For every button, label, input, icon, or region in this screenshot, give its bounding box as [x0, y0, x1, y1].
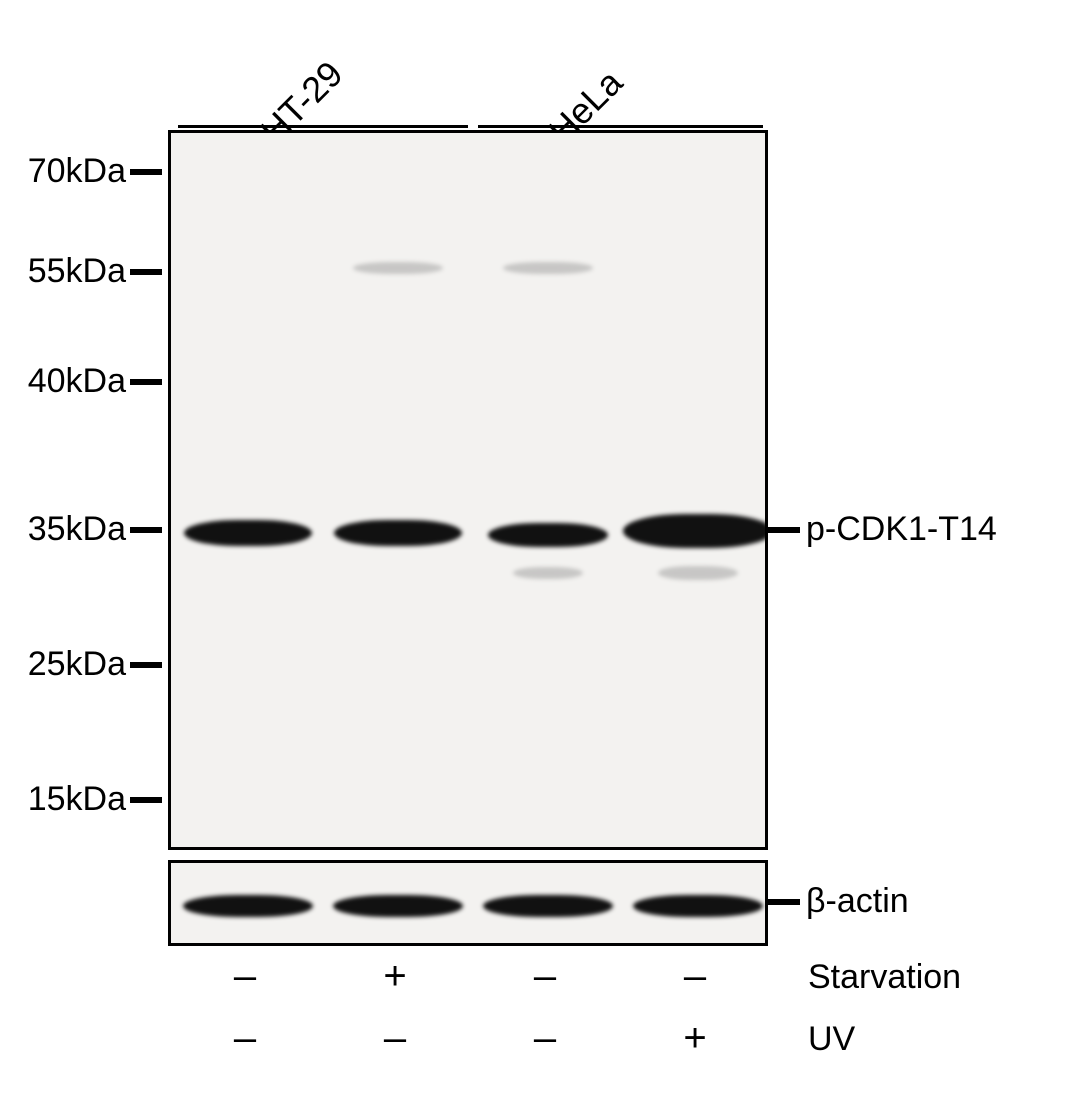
main-blot-panel [168, 130, 768, 850]
protein-band [503, 262, 593, 274]
mw-marker-tick [130, 379, 162, 385]
mw-marker: 25kDa [6, 645, 162, 684]
mw-marker: 70kDa [6, 152, 162, 191]
protein-band [184, 520, 312, 546]
mw-marker-tick [130, 662, 162, 668]
condition-label: Starvation [808, 958, 961, 997]
target-label: p-CDK1-T14 [768, 510, 997, 549]
mw-marker: 15kDa [6, 780, 162, 819]
condition-symbol: + [375, 954, 415, 999]
condition-symbol: – [225, 1016, 265, 1061]
main-blot-inner [171, 133, 765, 847]
mw-marker-label: 25kDa [6, 645, 126, 684]
condition-symbol: – [525, 954, 565, 999]
protein-band [353, 262, 443, 274]
mw-marker-tick [130, 527, 162, 533]
condition-symbol: – [225, 954, 265, 999]
condition-symbol: – [675, 954, 715, 999]
cell-line-group-bar [178, 125, 468, 128]
actin-band [183, 895, 313, 917]
condition-symbol: – [525, 1016, 565, 1061]
mw-marker-tick [130, 169, 162, 175]
actin-blot-panel [168, 860, 768, 946]
mw-marker-label: 35kDa [6, 510, 126, 549]
actin-band [633, 895, 763, 917]
condition-symbol: + [675, 1016, 715, 1061]
mw-marker-tick [130, 797, 162, 803]
actin-band [483, 895, 613, 917]
target-label: β-actin [768, 882, 909, 921]
actin-blot-inner [171, 863, 765, 943]
actin-band [333, 895, 463, 917]
mw-marker-tick [130, 269, 162, 275]
protein-band [334, 520, 462, 546]
condition-label: UV [808, 1020, 855, 1059]
mw-marker-label: 55kDa [6, 252, 126, 291]
protein-band [658, 566, 738, 580]
mw-marker: 40kDa [6, 362, 162, 401]
mw-marker-label: 15kDa [6, 780, 126, 819]
mw-marker: 35kDa [6, 510, 162, 549]
mw-marker-label: 70kDa [6, 152, 126, 191]
mw-marker-label: 40kDa [6, 362, 126, 401]
target-tick [768, 899, 800, 905]
mw-marker: 55kDa [6, 252, 162, 291]
protein-band [623, 514, 768, 548]
target-label-text: p-CDK1-T14 [806, 510, 997, 549]
target-tick [768, 527, 800, 533]
protein-band [513, 567, 583, 579]
target-label-text: β-actin [806, 882, 909, 921]
cell-line-group-bar [478, 125, 763, 128]
western-blot-figure: HT-29HeLa70kDa55kDa40kDa35kDa25kDa15kDap… [0, 0, 1080, 1093]
condition-symbol: – [375, 1016, 415, 1061]
protein-band [488, 523, 608, 547]
